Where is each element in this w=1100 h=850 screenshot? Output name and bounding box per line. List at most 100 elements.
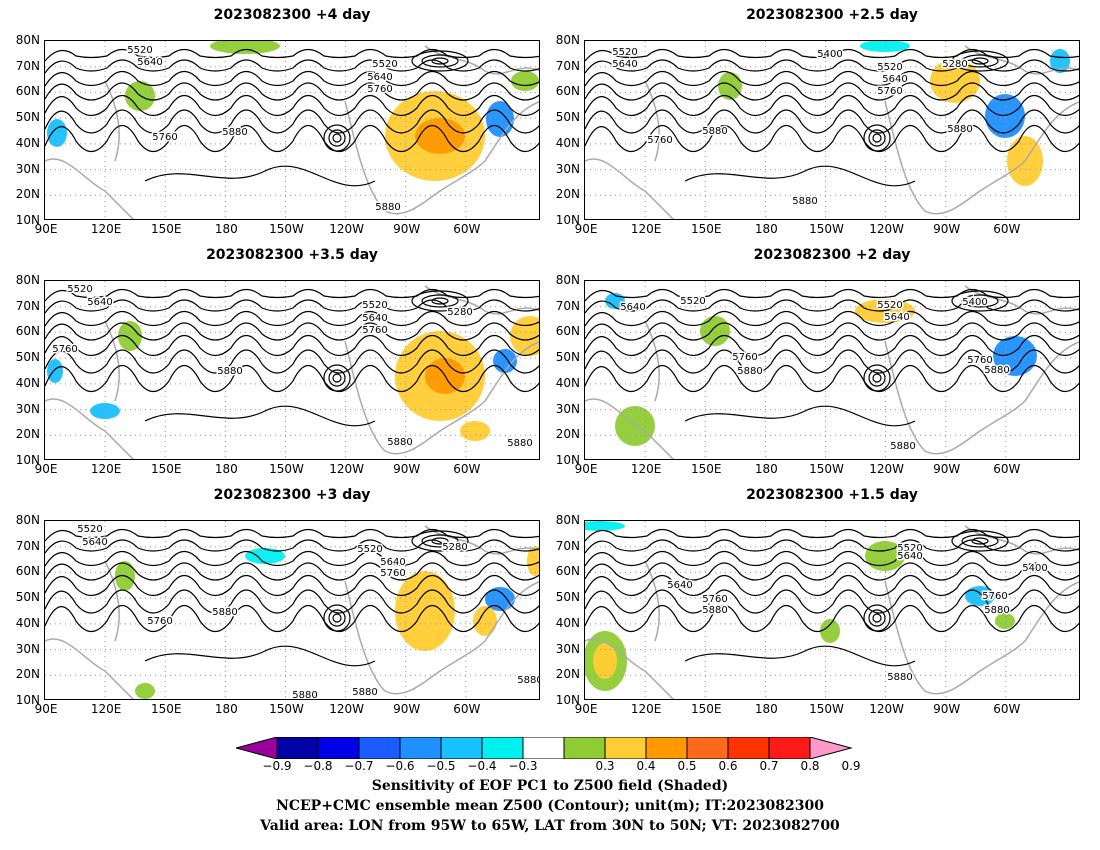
closed-contour bbox=[431, 297, 449, 305]
closed-contour bbox=[868, 369, 886, 387]
shading-blob bbox=[47, 359, 63, 383]
z500-contour bbox=[585, 604, 1079, 633]
shading-blob bbox=[485, 587, 515, 611]
shading-blob bbox=[995, 613, 1015, 629]
z500-contour bbox=[144, 165, 376, 187]
shading-blob bbox=[395, 571, 455, 651]
contour-label: 5880 bbox=[292, 690, 317, 700]
lon-tick-label: 90E bbox=[34, 222, 58, 236]
lat-tick-label: 70N bbox=[555, 538, 580, 553]
z500-contour bbox=[45, 82, 539, 101]
lon-tick-label: 150E bbox=[150, 462, 182, 476]
shading-blob bbox=[718, 72, 742, 100]
lat-tick-label: 80N bbox=[555, 513, 580, 527]
lat-tick-label: 60N bbox=[15, 324, 40, 339]
z500-contour bbox=[45, 322, 539, 341]
contour-label: 5880 bbox=[375, 202, 400, 213]
lon-tick-label: 90E bbox=[574, 462, 598, 476]
closed-contour bbox=[421, 534, 459, 548]
shading-blob bbox=[511, 71, 539, 91]
contour-label: 5760 bbox=[702, 594, 727, 605]
contour-label: 5640 bbox=[82, 537, 107, 548]
lat-tick-label: 50N bbox=[15, 110, 40, 125]
lat-tick-label: 40N bbox=[555, 375, 580, 390]
closed-contour bbox=[961, 534, 999, 548]
contour-label: 5760 bbox=[52, 344, 77, 355]
lon-tick-label: 150E bbox=[150, 702, 182, 716]
lat-tick-label: 40N bbox=[555, 135, 580, 150]
z500-contour bbox=[45, 539, 539, 554]
contour-label: 5760 bbox=[982, 591, 1007, 602]
shading-blob bbox=[700, 316, 730, 346]
lat-tick-label: 40N bbox=[15, 135, 40, 150]
closed-contour bbox=[411, 50, 469, 72]
panel-title-1: 2023082300 +4 day bbox=[213, 7, 371, 23]
lon-tick-label: 150E bbox=[150, 222, 182, 236]
z500-contour bbox=[45, 604, 539, 633]
closed-contour bbox=[951, 290, 1009, 312]
lon-tick-label: 60W bbox=[453, 222, 481, 236]
closed-contour bbox=[328, 129, 346, 147]
shading-blob bbox=[615, 406, 655, 446]
lat-tick-label: 80N bbox=[555, 273, 580, 287]
lat-tick-label: 30N bbox=[15, 641, 40, 656]
lat-tick-label: 50N bbox=[15, 350, 40, 365]
contour-label: 5520 bbox=[357, 544, 382, 555]
panel-title-4: 2023082300 +2 day bbox=[753, 247, 911, 263]
contour-label: 5760 bbox=[647, 135, 672, 146]
shading-blob bbox=[47, 119, 67, 147]
contour-label: 5880 bbox=[984, 605, 1009, 616]
contour-label: 5880 bbox=[212, 607, 237, 618]
closed-contour bbox=[421, 54, 459, 68]
coastline bbox=[585, 285, 1079, 459]
colorbar-swatch bbox=[768, 737, 811, 759]
colorbar-tick-label: −0.7 bbox=[344, 759, 374, 773]
lon-tick-label: 120E bbox=[630, 702, 662, 716]
closed-contour bbox=[872, 133, 882, 143]
shading-blob bbox=[585, 521, 625, 531]
map-panel-6: 5520 5640 5400 5640 5760 5880 5760 5880 5880 bbox=[584, 520, 1080, 700]
contour-label: 5520 bbox=[372, 59, 397, 70]
contour-label: 5640 bbox=[362, 313, 387, 324]
contour-label: 5520 bbox=[680, 296, 705, 307]
closed-contour bbox=[868, 609, 886, 627]
closed-contour bbox=[332, 613, 342, 623]
lat-tick-label: 20N bbox=[15, 187, 40, 202]
z500-contour bbox=[45, 59, 539, 74]
lon-tick-label: 60W bbox=[993, 222, 1021, 236]
closed-contour bbox=[951, 530, 1009, 552]
contour-label: 5640 bbox=[620, 302, 645, 313]
z500-contour bbox=[585, 550, 1079, 567]
lon-tick-label: 120W bbox=[329, 702, 364, 716]
shading-blob bbox=[965, 586, 995, 606]
contour-label: 5400 bbox=[1022, 563, 1047, 574]
lat-tick-label: 70N bbox=[555, 298, 580, 313]
colorbar-triangle-low bbox=[236, 737, 278, 759]
lat-tick-label: 80N bbox=[15, 33, 40, 47]
colorbar-tick-label: 0.9 bbox=[841, 759, 861, 773]
lat-tick-label: 30N bbox=[15, 401, 40, 416]
closed-contour bbox=[971, 297, 989, 305]
contour-label: 5640 bbox=[667, 580, 692, 591]
shading-blob bbox=[993, 336, 1037, 376]
lon-tick-label: 90E bbox=[34, 462, 58, 476]
colorbar-tick-label: −0.3 bbox=[508, 759, 538, 773]
z500-contour bbox=[144, 405, 376, 427]
colorbar bbox=[236, 737, 853, 759]
lon-tick-label: 180 bbox=[214, 462, 238, 476]
contour-label: 5520 bbox=[877, 300, 902, 311]
colorbar-swatch bbox=[522, 737, 565, 759]
map-canvas: 5520564054005280552056405760588057605880… bbox=[585, 41, 1079, 219]
lon-tick-label: 120W bbox=[329, 222, 364, 236]
lat-tick-label: 10N bbox=[555, 453, 580, 467]
closed-contour bbox=[872, 373, 882, 383]
contour-label: 5640 bbox=[367, 72, 392, 83]
lat-tick-label: 30N bbox=[555, 161, 580, 176]
lat-tick-label: 10N bbox=[555, 213, 580, 227]
lat-tick-label: 30N bbox=[555, 401, 580, 416]
z500-contour bbox=[585, 124, 1079, 153]
contour-label: 5520 bbox=[77, 524, 102, 535]
contour-label: 5640 bbox=[380, 557, 405, 568]
z500-contour bbox=[585, 589, 1079, 614]
